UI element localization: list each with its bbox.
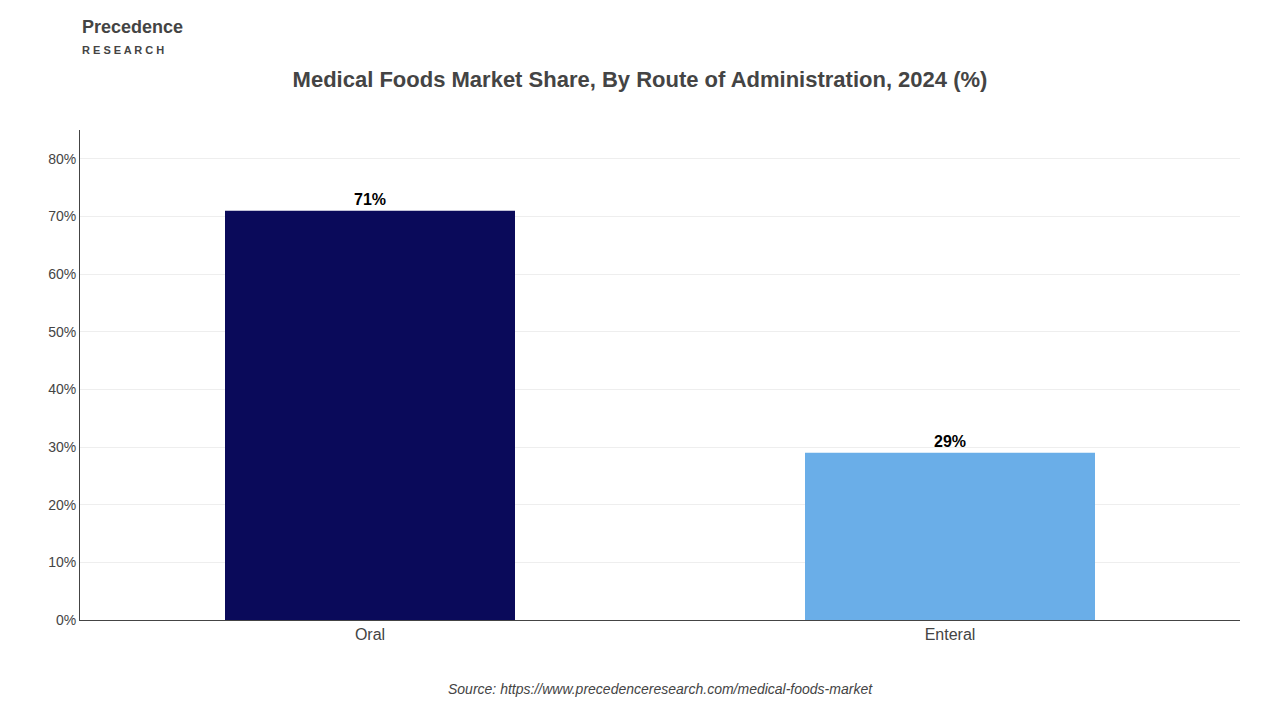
- svg-text:R E S E A R C H: R E S E A R C H: [82, 44, 164, 56]
- svg-text:Source: https://www.precedence: Source: https://www.precedenceresearch.c…: [448, 681, 873, 697]
- svg-text:29%: 29%: [934, 433, 966, 450]
- svg-text:70%: 70%: [48, 208, 76, 224]
- svg-text:Enteral: Enteral: [925, 626, 976, 643]
- svg-text:71%: 71%: [354, 191, 386, 208]
- svg-text:80%: 80%: [48, 151, 76, 167]
- svg-text:Oral: Oral: [355, 626, 385, 643]
- svg-text:Medical Foods Market Share, By: Medical Foods Market Share, By Route of …: [293, 67, 988, 92]
- svg-text:30%: 30%: [48, 439, 76, 455]
- svg-text:Precedence: Precedence: [82, 17, 183, 37]
- svg-text:10%: 10%: [48, 554, 76, 570]
- svg-text:50%: 50%: [48, 324, 76, 340]
- svg-text:0%: 0%: [56, 612, 76, 628]
- svg-text:20%: 20%: [48, 497, 76, 513]
- svg-text:40%: 40%: [48, 381, 76, 397]
- svg-text:60%: 60%: [48, 266, 76, 282]
